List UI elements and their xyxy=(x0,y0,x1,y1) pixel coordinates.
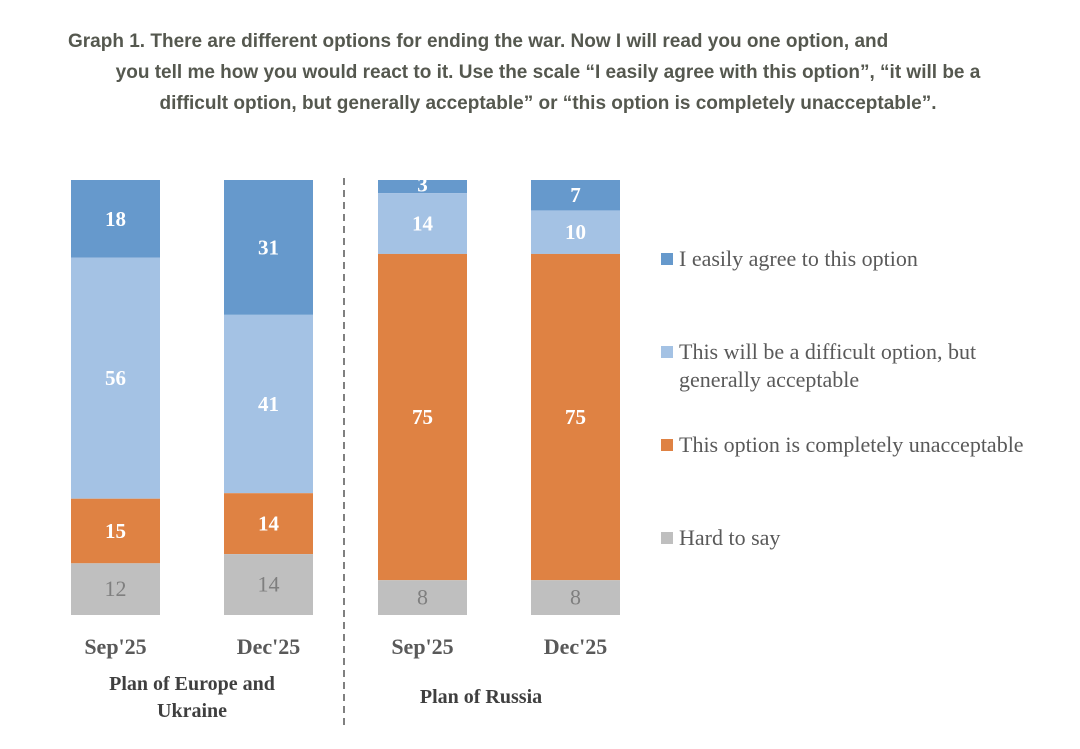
x-tick-label: Dec'25 xyxy=(237,634,301,659)
data-label: 75 xyxy=(412,405,433,429)
bar-segment-1-cat-4 xyxy=(531,180,620,211)
bar-segment-3-cat-3 xyxy=(378,253,467,581)
legend-swatch xyxy=(661,439,673,451)
bar-segment-4-cat-2 xyxy=(224,554,313,615)
bar-segment-3-cat-1 xyxy=(71,498,160,564)
x-tick-label: Dec'25 xyxy=(544,634,608,659)
legend-swatch xyxy=(661,346,673,358)
bar-segment-2-cat-2 xyxy=(224,314,313,494)
legend-label: Hard to say xyxy=(679,525,781,550)
legend-swatch xyxy=(661,532,673,544)
data-label: 41 xyxy=(258,392,279,416)
bar-segment-2-cat-1 xyxy=(71,257,160,499)
chart-title-line-3: difficult option, but generally acceptab… xyxy=(159,93,937,114)
bar-segment-1-cat-2 xyxy=(224,180,313,315)
bar-segment-4-cat-3 xyxy=(378,580,467,615)
bar-segment-4-cat-4 xyxy=(531,580,620,615)
bar-segment-1-cat-3 xyxy=(378,180,467,194)
data-label: 56 xyxy=(105,366,126,390)
legend-swatch xyxy=(661,253,673,265)
data-labels-layer: 18 56 15 12 31 41 14 14 3 14 75 8 7 10 75 8 xyxy=(105,173,587,610)
data-label: 8 xyxy=(417,585,428,610)
legend-label: I easily agree to this option xyxy=(679,246,918,271)
group-label: Ukraine xyxy=(157,700,227,722)
group-label: Plan of Europe and xyxy=(109,673,275,695)
legend-item: I easily agree to this option xyxy=(661,245,1039,273)
chart-title-line-2: you tell me how you would react to it. U… xyxy=(115,62,981,83)
group-label: Plan of Russia xyxy=(420,686,542,708)
bar-segment-2-cat-3 xyxy=(378,193,467,254)
data-label: 75 xyxy=(565,405,586,429)
legend-item: This will be a difficult option, but gen… xyxy=(661,338,1039,394)
chart-title-line-1: Graph 1. There are different options for… xyxy=(68,31,889,52)
data-label: 12 xyxy=(105,576,127,601)
x-tick-label: Sep'25 xyxy=(391,634,453,659)
chart-title: Graph 1. There are different options for… xyxy=(18,26,1078,119)
bar-segment-1-cat-1 xyxy=(71,180,160,258)
data-label: 10 xyxy=(565,220,586,244)
data-label: 15 xyxy=(105,519,126,543)
bar-segment-4-cat-1 xyxy=(71,563,160,615)
legend-item: Hard to say xyxy=(661,524,1039,552)
data-label: 3 xyxy=(417,173,428,197)
x-tick-label: Sep'25 xyxy=(84,634,146,659)
data-label: 31 xyxy=(258,235,279,259)
data-label: 7 xyxy=(570,183,581,207)
data-label: 14 xyxy=(412,212,434,236)
legend-item: This option is completely unacceptable xyxy=(661,431,1039,459)
bar-segment-2-cat-4 xyxy=(531,210,620,254)
data-label: 14 xyxy=(258,572,280,597)
data-label: 8 xyxy=(570,585,581,610)
bar-segment-3-cat-2 xyxy=(224,493,313,555)
bar-segment-3-cat-4 xyxy=(531,253,620,581)
legend-label: This will be a difficult option, but gen… xyxy=(679,339,977,392)
x-axis-labels: Sep'25 Dec'25 Sep'25 Dec'25 Plan of Europe a… xyxy=(84,634,607,722)
data-label: 14 xyxy=(258,512,280,536)
data-label: 18 xyxy=(105,207,126,231)
legend-label: This option is completely unacceptable xyxy=(679,432,1024,457)
bars-layer xyxy=(71,180,620,615)
